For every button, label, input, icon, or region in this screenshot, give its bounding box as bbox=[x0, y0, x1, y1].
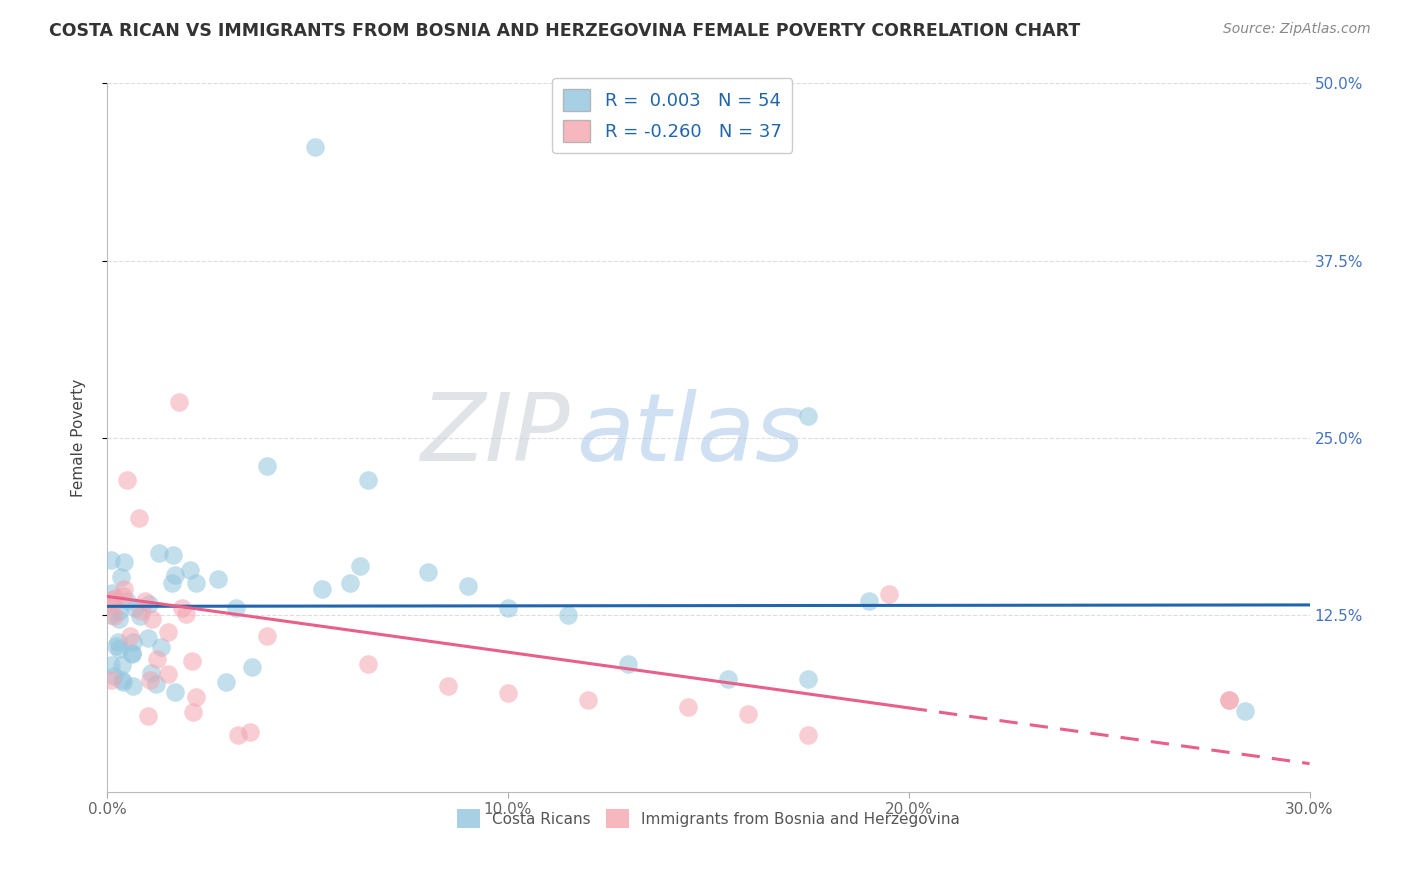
Point bbox=[111, 658, 134, 673]
Point bbox=[1218, 693, 1240, 707]
Point bbox=[121, 648, 143, 662]
Point bbox=[105, 639, 128, 653]
Point bbox=[141, 612, 163, 626]
Point bbox=[179, 564, 201, 578]
Point bbox=[124, 600, 146, 615]
Point bbox=[240, 659, 263, 673]
Point bbox=[167, 395, 190, 409]
Point bbox=[797, 728, 820, 742]
Point bbox=[858, 593, 880, 607]
Point bbox=[100, 673, 122, 688]
Point bbox=[160, 576, 183, 591]
Point bbox=[139, 673, 162, 687]
Point bbox=[100, 608, 122, 623]
Point bbox=[225, 601, 247, 615]
Point bbox=[797, 409, 820, 424]
Point bbox=[129, 608, 152, 623]
Text: COSTA RICAN VS IMMIGRANTS FROM BOSNIA AND HERZEGOVINA FEMALE POVERTY CORRELATION: COSTA RICAN VS IMMIGRANTS FROM BOSNIA AN… bbox=[49, 22, 1080, 40]
Point bbox=[148, 546, 170, 560]
Point bbox=[103, 608, 125, 623]
Point bbox=[145, 677, 167, 691]
Point bbox=[157, 624, 180, 639]
Text: Source: ZipAtlas.com: Source: ZipAtlas.com bbox=[1223, 22, 1371, 37]
Point bbox=[339, 576, 361, 591]
Point bbox=[797, 672, 820, 686]
Point bbox=[239, 725, 262, 739]
Text: ZIP: ZIP bbox=[420, 389, 569, 480]
Point bbox=[356, 657, 378, 672]
Point bbox=[107, 635, 129, 649]
Point bbox=[436, 679, 458, 693]
Point bbox=[156, 667, 179, 681]
Point bbox=[256, 458, 278, 473]
Point bbox=[122, 679, 145, 693]
Point bbox=[128, 510, 150, 524]
Point bbox=[139, 665, 162, 680]
Point bbox=[112, 555, 135, 569]
Point bbox=[136, 631, 159, 645]
Point bbox=[304, 140, 326, 154]
Point bbox=[112, 582, 135, 596]
Point bbox=[149, 640, 172, 654]
Point bbox=[737, 706, 759, 721]
Point bbox=[174, 607, 197, 621]
Point bbox=[877, 586, 900, 600]
Legend: Costa Ricans, Immigrants from Bosnia and Herzegovina: Costa Ricans, Immigrants from Bosnia and… bbox=[451, 803, 966, 834]
Point bbox=[184, 690, 207, 704]
Point bbox=[108, 641, 131, 656]
Point bbox=[717, 672, 740, 686]
Point bbox=[136, 708, 159, 723]
Point bbox=[112, 675, 135, 690]
Point bbox=[207, 572, 229, 586]
Point bbox=[115, 593, 138, 607]
Point bbox=[108, 612, 131, 626]
Point bbox=[349, 558, 371, 573]
Point bbox=[416, 566, 439, 580]
Text: atlas: atlas bbox=[576, 389, 804, 480]
Point bbox=[165, 568, 187, 582]
Point bbox=[557, 607, 579, 622]
Point bbox=[138, 598, 160, 612]
Point bbox=[110, 570, 132, 584]
Point bbox=[311, 582, 333, 597]
Point bbox=[122, 635, 145, 649]
Point bbox=[103, 669, 125, 683]
Point bbox=[104, 591, 127, 605]
Point bbox=[181, 705, 204, 719]
Point bbox=[576, 693, 599, 707]
Point bbox=[111, 589, 134, 603]
Point bbox=[1218, 693, 1240, 707]
Point bbox=[101, 598, 124, 612]
Point bbox=[226, 728, 249, 742]
Point bbox=[115, 473, 138, 487]
Point bbox=[184, 576, 207, 591]
Point bbox=[108, 604, 131, 618]
Point bbox=[134, 594, 156, 608]
Point bbox=[162, 549, 184, 563]
Point bbox=[172, 600, 194, 615]
Point bbox=[100, 552, 122, 566]
Point bbox=[356, 473, 378, 487]
Point bbox=[1234, 704, 1257, 718]
Point bbox=[100, 657, 122, 672]
Point bbox=[215, 675, 238, 690]
Point bbox=[678, 700, 700, 714]
Point bbox=[100, 592, 122, 607]
Point bbox=[121, 646, 143, 660]
Point bbox=[118, 629, 141, 643]
Point bbox=[129, 604, 152, 618]
Point bbox=[496, 686, 519, 700]
Point bbox=[180, 654, 202, 668]
Point bbox=[256, 629, 278, 643]
Point bbox=[145, 652, 167, 666]
Point bbox=[163, 685, 186, 699]
Point bbox=[617, 657, 640, 672]
Y-axis label: Female Poverty: Female Poverty bbox=[72, 378, 86, 497]
Point bbox=[457, 579, 479, 593]
Point bbox=[110, 673, 132, 688]
Point bbox=[496, 600, 519, 615]
Point bbox=[101, 585, 124, 599]
